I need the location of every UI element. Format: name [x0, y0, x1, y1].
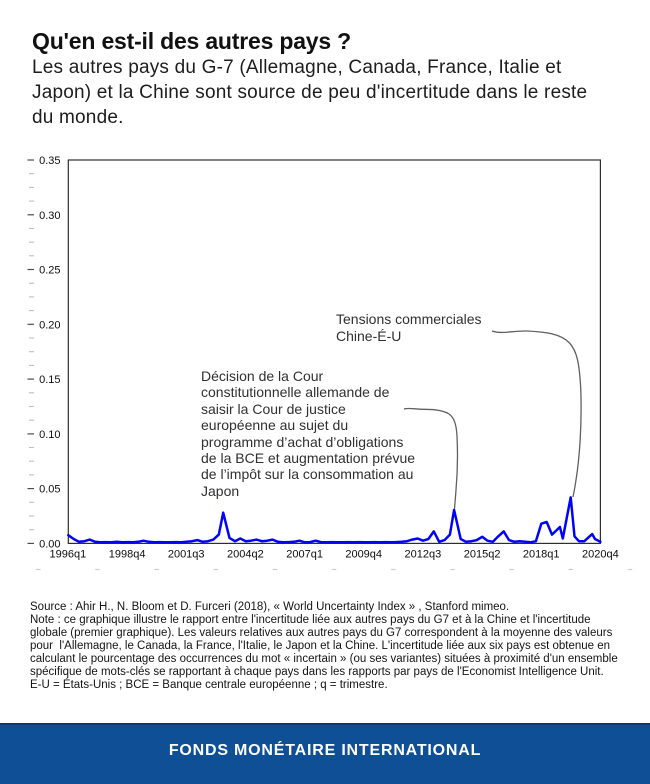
svg-text:2007q1: 2007q1	[286, 549, 323, 561]
svg-text:2020q4: 2020q4	[582, 549, 619, 561]
svg-text:2009q4: 2009q4	[345, 549, 382, 561]
svg-text:0.25: 0.25	[39, 265, 60, 277]
svg-text:0.00: 0.00	[39, 538, 60, 550]
svg-text:0.20: 0.20	[39, 319, 60, 331]
svg-text:2012q3: 2012q3	[405, 549, 442, 561]
svg-text:1998q4: 1998q4	[109, 549, 146, 561]
svg-text:0.10: 0.10	[39, 429, 60, 441]
svg-text:0.35: 0.35	[39, 155, 60, 167]
svg-text:0.15: 0.15	[39, 374, 60, 386]
svg-text:2004q2: 2004q2	[227, 549, 264, 561]
svg-text:2001q3: 2001q3	[168, 549, 205, 561]
svg-text:1996q1: 1996q1	[50, 549, 87, 561]
svg-text:0.30: 0.30	[39, 210, 60, 222]
svg-text:2018q1: 2018q1	[523, 549, 560, 561]
svg-text:2015q2: 2015q2	[464, 549, 501, 561]
svg-text:0.05: 0.05	[39, 484, 60, 496]
